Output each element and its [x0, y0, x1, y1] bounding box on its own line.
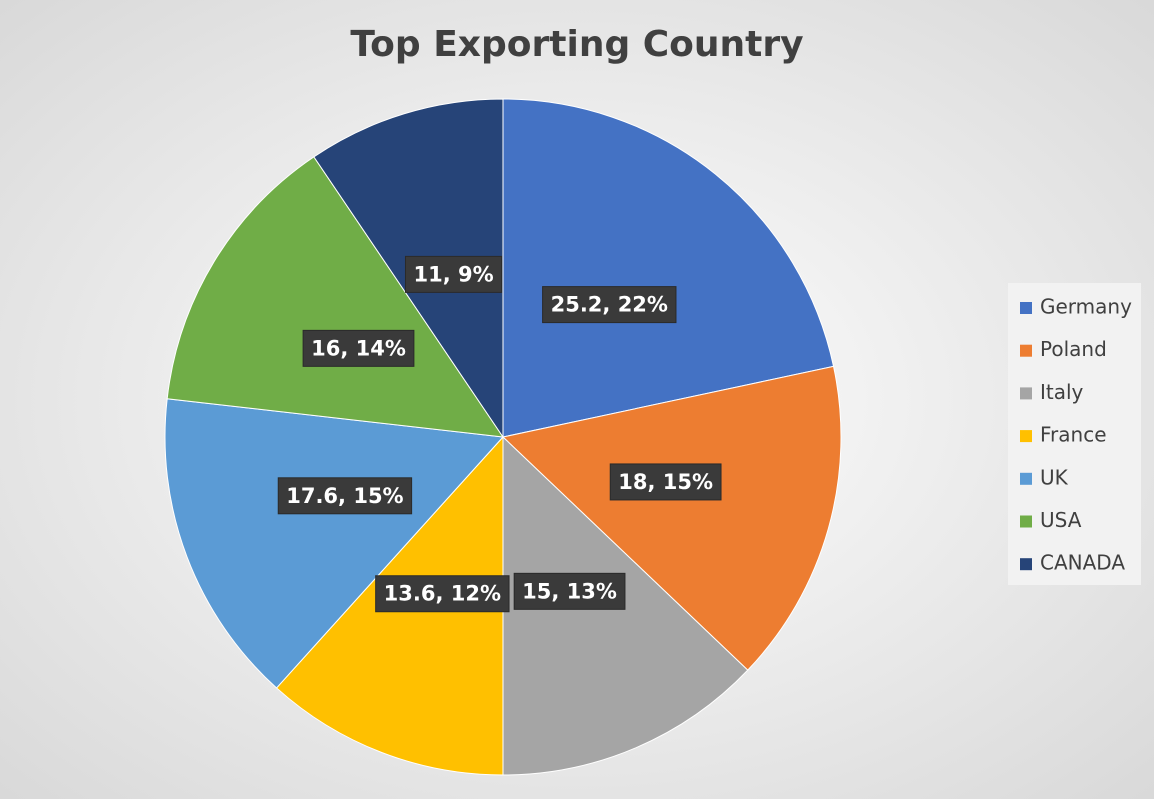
legend-swatch	[1020, 344, 1032, 357]
legend-label: Poland	[1040, 337, 1107, 361]
data-label-box	[609, 463, 722, 501]
data-label: 16, 14%	[311, 336, 406, 360]
legend-label: CANADA	[1040, 551, 1125, 575]
data-label-box	[302, 329, 415, 367]
pie-slice	[166, 156, 505, 438]
legend-label: USA	[1040, 508, 1082, 532]
data-label-box	[277, 477, 413, 515]
chart-title: Top Exporting Country	[350, 24, 803, 65]
data-label: 15, 13%	[522, 579, 617, 603]
data-label: 11, 9%	[413, 262, 493, 286]
data-label: 18, 15%	[618, 470, 713, 494]
legend-label: France	[1040, 423, 1107, 447]
data-label: 17.6, 15%	[286, 484, 403, 508]
legend-label: UK	[1040, 465, 1069, 489]
legend-swatch	[1020, 430, 1032, 443]
data-label: 13.6, 12%	[384, 582, 501, 606]
pie-slice	[502, 98, 835, 438]
pie-slice	[164, 398, 505, 689]
data-label-box	[375, 575, 510, 613]
data-label-box	[513, 572, 626, 610]
legend-label: Italy	[1040, 380, 1084, 404]
legend-swatch	[1020, 558, 1032, 571]
data-label: 25.2, 22%	[551, 293, 668, 317]
data-label-box	[404, 255, 503, 293]
legend-label: Germany	[1040, 295, 1132, 319]
legend-swatch	[1020, 387, 1032, 400]
data-label-box	[542, 286, 677, 324]
legend-swatch	[1020, 302, 1032, 314]
legend-swatch	[1020, 472, 1032, 485]
pie-slice	[501, 365, 842, 671]
legend-swatch	[1020, 515, 1032, 528]
